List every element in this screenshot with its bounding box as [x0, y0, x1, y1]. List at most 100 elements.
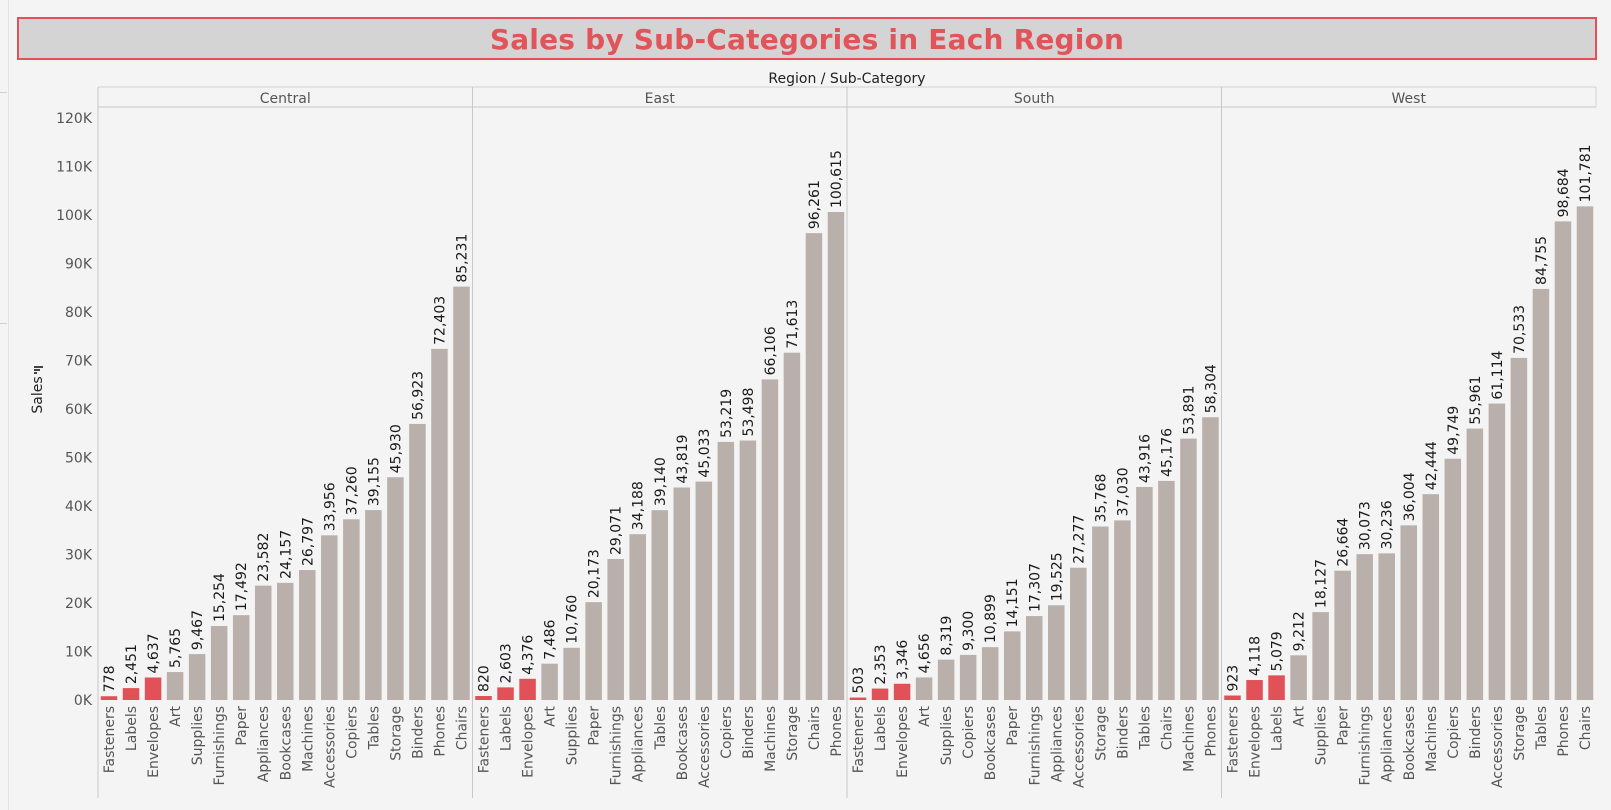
- region-header-central[interactable]: Central: [260, 91, 311, 107]
- bar-south-binders[interactable]: [1114, 520, 1131, 700]
- bar-central-phones[interactable]: [431, 348, 448, 700]
- bar-central-accessories[interactable]: [321, 535, 338, 700]
- bar-west-appliances[interactable]: [1378, 553, 1395, 700]
- data-label: 49,749: [1446, 406, 1462, 455]
- bar-west-art[interactable]: [1290, 655, 1307, 700]
- region-header-south[interactable]: South: [1014, 91, 1055, 107]
- bar-central-paper[interactable]: [232, 615, 250, 700]
- category-tick-label: Bookcases: [278, 706, 294, 780]
- bar-central-binders[interactable]: [409, 423, 426, 700]
- bar-central-machines[interactable]: [299, 570, 316, 700]
- bar-south-furnishings[interactable]: [1025, 616, 1043, 700]
- bar-east-labels[interactable]: [497, 687, 514, 700]
- bar-south-chairs[interactable]: [1158, 480, 1175, 700]
- data-label: 71,613: [785, 300, 801, 349]
- bar-east-storage[interactable]: [783, 352, 801, 700]
- bar-central-envelopes[interactable]: [144, 677, 162, 700]
- sort-descending-icon[interactable]: [34, 366, 43, 374]
- bar-south-accessories[interactable]: [1070, 567, 1087, 700]
- bar-central-furnishings[interactable]: [210, 626, 228, 700]
- bar-west-accessories[interactable]: [1488, 403, 1506, 700]
- bar-south-bookcases[interactable]: [981, 647, 999, 700]
- bar-south-tables[interactable]: [1136, 487, 1153, 700]
- region-header-east[interactable]: East: [645, 91, 676, 107]
- bar-central-supplies[interactable]: [188, 654, 206, 700]
- bar-central-labels[interactable]: [122, 688, 140, 700]
- bar-east-machines[interactable]: [761, 379, 779, 700]
- bar-east-fasteners[interactable]: [475, 696, 492, 700]
- category-tick-label: Furnishings: [609, 706, 625, 786]
- bar-east-furnishings[interactable]: [607, 559, 624, 700]
- category-tick-label: Art: [917, 705, 933, 726]
- y-tick-label: 10K: [65, 645, 93, 661]
- bar-east-copiers[interactable]: [717, 441, 735, 700]
- bar-south-appliances[interactable]: [1048, 605, 1065, 700]
- bar-east-binders[interactable]: [739, 440, 757, 700]
- bar-east-paper[interactable]: [585, 602, 602, 700]
- category-tick-label: Envelopes: [895, 706, 911, 778]
- bar-central-tables[interactable]: [365, 510, 382, 700]
- bar-south-fasteners[interactable]: [849, 697, 867, 700]
- y-tick-label: 30K: [65, 548, 93, 564]
- data-label: 4,656: [917, 633, 933, 673]
- bar-east-chairs[interactable]: [805, 233, 823, 700]
- bar-central-fasteners[interactable]: [100, 696, 118, 700]
- bar-west-storage[interactable]: [1510, 357, 1528, 700]
- bar-south-machines[interactable]: [1180, 438, 1197, 700]
- bar-west-supplies[interactable]: [1312, 612, 1329, 700]
- bar-east-appliances[interactable]: [629, 534, 646, 700]
- bar-south-envelopes[interactable]: [893, 683, 911, 700]
- bar-east-envelopes[interactable]: [519, 678, 536, 700]
- bar-west-tables[interactable]: [1532, 288, 1550, 700]
- bar-west-paper[interactable]: [1334, 570, 1351, 700]
- category-tick-label: Bookcases: [1402, 706, 1418, 780]
- category-tick-label: Accessories: [1071, 706, 1087, 788]
- category-tick-label: Phones: [1556, 706, 1572, 757]
- bar-west-bookcases[interactable]: [1400, 525, 1418, 700]
- bar-south-supplies[interactable]: [937, 659, 955, 700]
- bar-central-chairs[interactable]: [453, 286, 470, 700]
- data-label: 17,492: [234, 562, 250, 611]
- category-tick-label: Supplies: [190, 706, 206, 765]
- data-label: 55,961: [1468, 376, 1484, 425]
- bar-central-storage[interactable]: [387, 477, 404, 700]
- bar-west-phones[interactable]: [1554, 221, 1572, 700]
- category-tick-label: Appliances: [1380, 706, 1396, 782]
- data-label: 9,467: [190, 610, 206, 650]
- category-tick-label: Labels: [873, 706, 889, 751]
- category-tick-label: Supplies: [1314, 706, 1330, 765]
- data-label: 18,127: [1314, 559, 1330, 608]
- bar-east-accessories[interactable]: [695, 481, 713, 700]
- bar-central-bookcases[interactable]: [276, 582, 294, 700]
- bar-east-phones[interactable]: [827, 212, 845, 700]
- bar-central-copiers[interactable]: [343, 519, 360, 700]
- bar-east-supplies[interactable]: [563, 647, 580, 700]
- bar-central-appliances[interactable]: [254, 585, 272, 700]
- bar-west-fasteners[interactable]: [1224, 695, 1241, 700]
- bar-south-art[interactable]: [915, 677, 933, 700]
- bar-central-art[interactable]: [166, 672, 184, 700]
- category-tick-label: Tables: [653, 706, 669, 751]
- bar-south-storage[interactable]: [1092, 526, 1109, 700]
- bar-west-furnishings[interactable]: [1356, 554, 1373, 700]
- bar-south-copiers[interactable]: [959, 654, 977, 700]
- bar-east-art[interactable]: [541, 663, 558, 700]
- data-label: 37,030: [1115, 467, 1131, 516]
- bar-west-chairs[interactable]: [1576, 206, 1594, 701]
- bar-west-envelopes[interactable]: [1246, 680, 1263, 700]
- region-header-west[interactable]: West: [1392, 91, 1427, 107]
- bar-west-copiers[interactable]: [1444, 458, 1462, 700]
- bar-west-machines[interactable]: [1422, 494, 1440, 700]
- category-tick-label: Copiers: [344, 706, 360, 759]
- bar-west-binders[interactable]: [1466, 428, 1484, 700]
- data-label: 14,151: [1005, 578, 1021, 627]
- data-label: 43,916: [1137, 434, 1153, 483]
- bar-south-phones[interactable]: [1202, 417, 1219, 700]
- data-label: 23,582: [256, 533, 272, 582]
- bar-east-tables[interactable]: [651, 510, 669, 700]
- y-tick-label: 70K: [65, 354, 93, 370]
- bar-east-bookcases[interactable]: [673, 487, 691, 700]
- bar-south-paper[interactable]: [1003, 631, 1021, 700]
- bar-west-labels[interactable]: [1268, 675, 1285, 700]
- bar-south-labels[interactable]: [871, 688, 889, 700]
